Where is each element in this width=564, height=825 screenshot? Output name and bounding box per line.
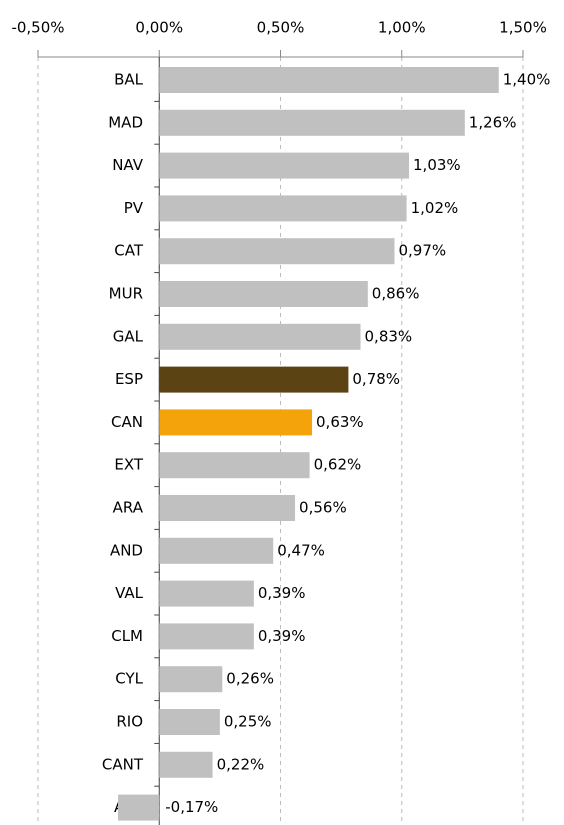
bar: [159, 195, 407, 222]
value-label: 0,47%: [277, 541, 325, 559]
value-label: 0,78%: [352, 370, 400, 388]
bar: [159, 281, 368, 307]
value-label: 0,39%: [258, 627, 306, 645]
bar: [159, 67, 499, 93]
bar: [159, 751, 213, 778]
bar: [159, 238, 395, 265]
y-tick-label: GAL: [113, 327, 144, 345]
bar: [159, 452, 310, 479]
value-label: 1,26%: [469, 113, 517, 131]
y-tick-label: VAL: [115, 584, 144, 602]
value-label: 0,97%: [398, 242, 446, 260]
y-tick-label: ESP: [115, 370, 143, 388]
y-tick-label: CLM: [111, 627, 143, 645]
x-tick-label: 1,50%: [499, 19, 547, 37]
bar: [159, 709, 220, 735]
y-tick-label: ARA: [113, 499, 144, 517]
bar: [159, 580, 254, 607]
bar: [159, 495, 296, 521]
x-tick-label: 0,50%: [257, 19, 305, 37]
y-tick-label: PV: [124, 199, 144, 217]
value-label: 1,03%: [413, 156, 461, 174]
value-label: 0,56%: [299, 499, 347, 517]
value-label: 0,22%: [217, 755, 265, 773]
y-tick-label: BAL: [114, 71, 144, 89]
value-label: 1,40%: [503, 71, 551, 89]
y-tick-label: AND: [110, 541, 143, 559]
x-tick-label: -0,50%: [11, 19, 64, 37]
y-tick-label: MAD: [108, 113, 143, 131]
value-label: 0,39%: [258, 584, 306, 602]
bar: [159, 409, 313, 436]
bar: [159, 537, 274, 564]
bar: [159, 323, 361, 350]
value-label: 0,62%: [314, 456, 362, 474]
x-tick-label: 0,00%: [135, 19, 183, 37]
bar: [159, 366, 349, 393]
bar: [159, 152, 410, 179]
value-label: 0,63%: [316, 413, 364, 431]
value-label: 1,02%: [411, 199, 459, 217]
y-tick-label: RIO: [116, 713, 143, 731]
value-label: -0,17%: [165, 798, 218, 816]
y-tick-label: EXT: [114, 456, 143, 474]
value-label: 0,83%: [365, 327, 413, 345]
bar: [159, 666, 223, 693]
value-label: 0,25%: [224, 713, 272, 731]
y-tick-label: NAV: [112, 156, 144, 174]
value-label: 0,26%: [226, 670, 274, 688]
bar: [159, 623, 254, 650]
bar: [118, 794, 160, 821]
bar: [159, 109, 465, 136]
y-tick-label: CAT: [114, 242, 144, 260]
x-tick-label: 1,00%: [378, 19, 426, 37]
value-label: 0,86%: [372, 285, 420, 303]
y-tick-label: MUR: [109, 285, 143, 303]
y-tick-label: CAN: [111, 413, 143, 431]
y-tick-label: CANT: [102, 755, 144, 773]
y-tick-label: CYL: [115, 670, 143, 688]
